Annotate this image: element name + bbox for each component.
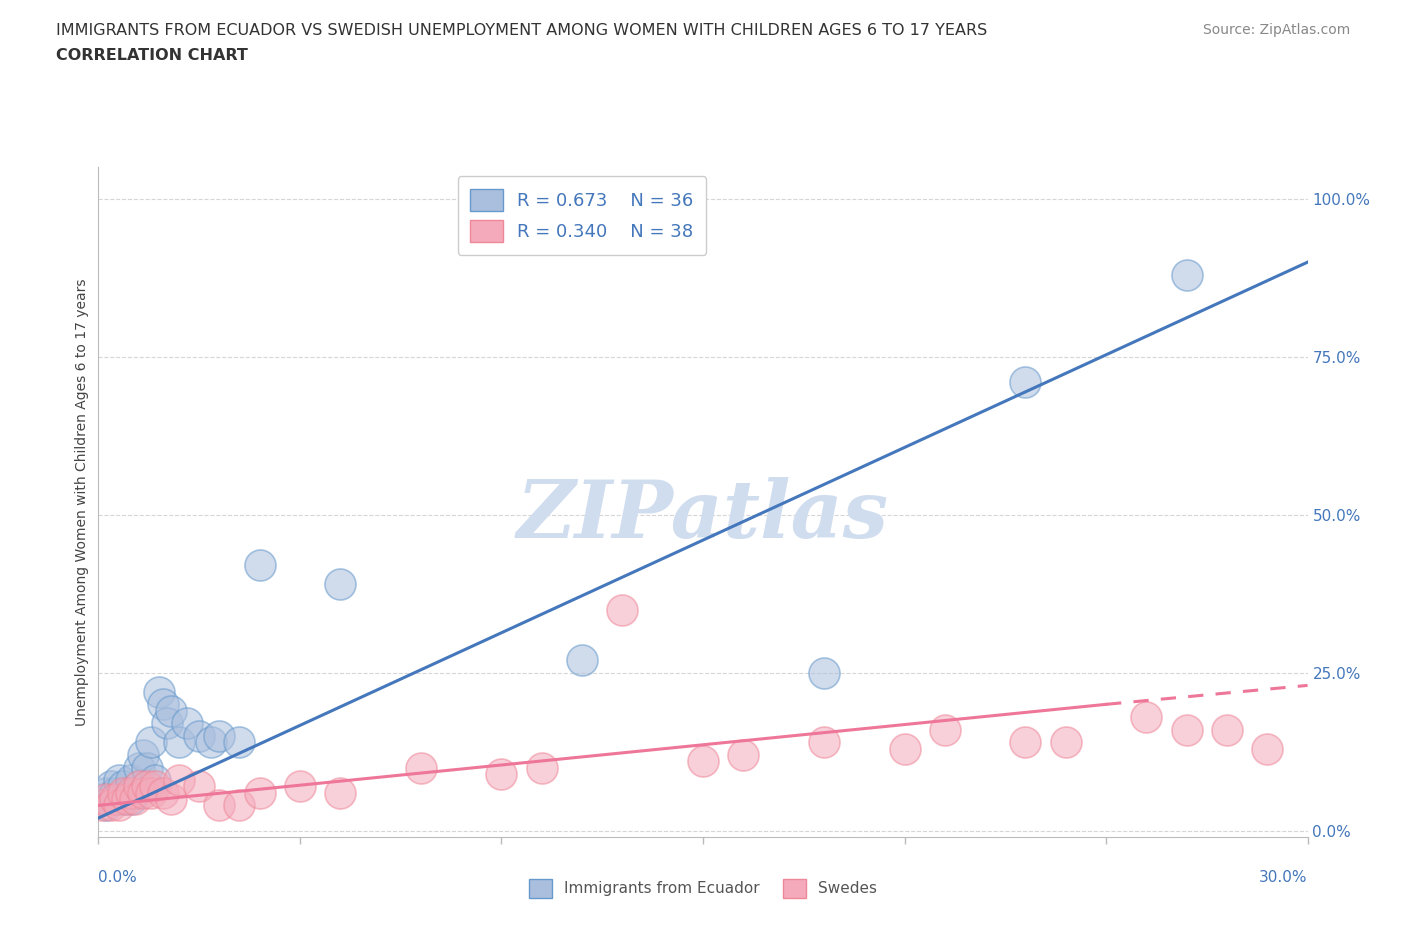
Point xyxy=(100,791,122,806)
Point xyxy=(135,779,157,794)
Point xyxy=(115,785,138,800)
Point xyxy=(107,791,129,806)
Point xyxy=(813,735,835,750)
Point xyxy=(103,791,125,806)
Point xyxy=(128,779,150,794)
Point xyxy=(107,773,129,788)
Point xyxy=(208,798,231,813)
Point xyxy=(100,798,122,813)
Point xyxy=(139,735,162,750)
Point xyxy=(167,735,190,750)
Point xyxy=(143,773,166,788)
Point xyxy=(160,791,183,806)
Point xyxy=(1256,741,1278,756)
Point xyxy=(288,779,311,794)
Point xyxy=(139,785,162,800)
Point xyxy=(132,785,155,800)
Point xyxy=(228,798,250,813)
Point xyxy=(813,665,835,680)
Point xyxy=(103,785,125,800)
Point xyxy=(1014,735,1036,750)
Point xyxy=(107,798,129,813)
Point xyxy=(188,779,211,794)
Point xyxy=(1054,735,1077,750)
Point xyxy=(1175,267,1198,282)
Point xyxy=(124,785,146,800)
Y-axis label: Unemployment Among Women with Children Ages 6 to 17 years: Unemployment Among Women with Children A… xyxy=(76,278,90,726)
Point xyxy=(188,728,211,743)
Point xyxy=(152,697,174,711)
Point xyxy=(409,760,432,775)
Point xyxy=(120,791,142,806)
Legend: R = 0.673    N = 36, R = 0.340    N = 38: R = 0.673 N = 36, R = 0.340 N = 38 xyxy=(458,177,706,255)
Point xyxy=(208,728,231,743)
Point xyxy=(176,716,198,731)
Point xyxy=(571,653,593,668)
Point xyxy=(491,766,513,781)
Point xyxy=(91,791,114,806)
Point xyxy=(228,735,250,750)
Point xyxy=(120,773,142,788)
Point xyxy=(132,748,155,763)
Point xyxy=(96,791,118,806)
Point xyxy=(120,785,142,800)
Point xyxy=(612,602,634,617)
Point xyxy=(96,785,118,800)
Point xyxy=(100,779,122,794)
Point xyxy=(143,779,166,794)
Point xyxy=(249,558,271,573)
Point xyxy=(934,723,956,737)
Text: CORRELATION CHART: CORRELATION CHART xyxy=(56,48,247,63)
Text: IMMIGRANTS FROM ECUADOR VS SWEDISH UNEMPLOYMENT AMONG WOMEN WITH CHILDREN AGES 6: IMMIGRANTS FROM ECUADOR VS SWEDISH UNEMP… xyxy=(56,23,987,38)
Point xyxy=(1135,710,1157,724)
Point xyxy=(128,779,150,794)
Text: Source: ZipAtlas.com: Source: ZipAtlas.com xyxy=(1202,23,1350,37)
Point xyxy=(160,703,183,718)
Point xyxy=(733,748,755,763)
Point xyxy=(91,798,114,813)
Point xyxy=(329,577,352,591)
Point xyxy=(128,760,150,775)
Point xyxy=(167,773,190,788)
Point xyxy=(893,741,915,756)
Point xyxy=(115,791,138,806)
Point xyxy=(329,785,352,800)
Text: ZIPatlas: ZIPatlas xyxy=(517,477,889,554)
Point xyxy=(96,798,118,813)
Point xyxy=(111,785,134,800)
Point xyxy=(111,791,134,806)
Text: 30.0%: 30.0% xyxy=(1260,870,1308,884)
Point xyxy=(692,753,714,768)
Point xyxy=(1175,723,1198,737)
Legend: Immigrants from Ecuador, Swedes: Immigrants from Ecuador, Swedes xyxy=(523,873,883,904)
Point xyxy=(111,779,134,794)
Text: 0.0%: 0.0% xyxy=(98,870,138,884)
Point xyxy=(1216,723,1239,737)
Point xyxy=(200,735,222,750)
Point xyxy=(124,791,146,806)
Point xyxy=(1014,375,1036,390)
Point xyxy=(135,760,157,775)
Point xyxy=(156,716,179,731)
Point xyxy=(152,785,174,800)
Point xyxy=(148,684,170,699)
Point xyxy=(530,760,553,775)
Point xyxy=(249,785,271,800)
